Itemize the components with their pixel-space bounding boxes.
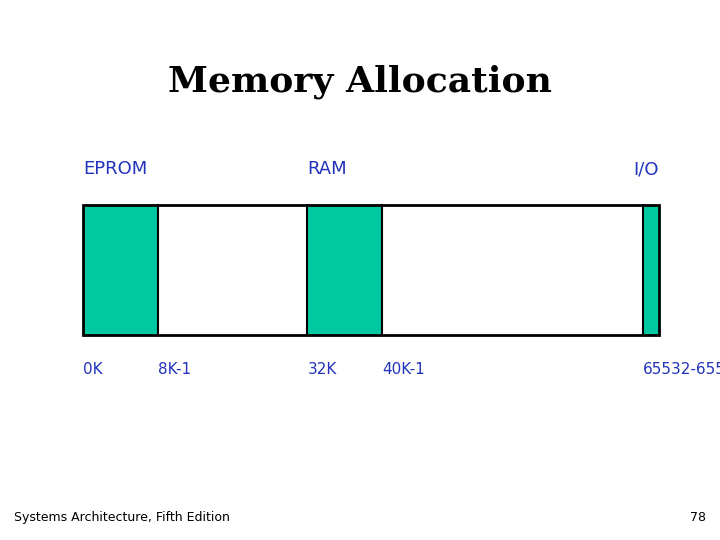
Text: 40K-1: 40K-1 (382, 362, 425, 377)
Text: 32K: 32K (307, 362, 337, 377)
Text: Memory Allocation: Memory Allocation (168, 65, 552, 99)
Text: 78: 78 (690, 511, 706, 524)
Text: I/O: I/O (634, 160, 659, 178)
Bar (83, 205, 158, 335)
Text: 65532-65535: 65532-65535 (643, 362, 720, 377)
Text: 0K: 0K (83, 362, 102, 377)
Bar (83, 205, 659, 335)
Bar (307, 205, 382, 335)
Bar (158, 205, 307, 335)
Bar (382, 205, 643, 335)
Text: EPROM: EPROM (83, 160, 147, 178)
Text: Systems Architecture, Fifth Edition: Systems Architecture, Fifth Edition (14, 511, 230, 524)
Bar (643, 205, 659, 335)
Text: RAM: RAM (307, 160, 347, 178)
Text: 8K-1: 8K-1 (158, 362, 191, 377)
